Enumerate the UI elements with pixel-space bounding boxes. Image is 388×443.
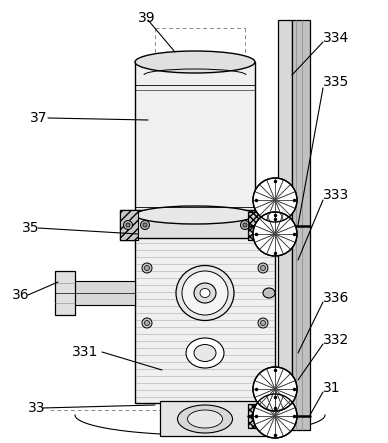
- Text: 37: 37: [30, 111, 47, 125]
- Bar: [135, 62, 255, 215]
- Ellipse shape: [144, 320, 149, 326]
- Ellipse shape: [144, 265, 149, 271]
- Circle shape: [253, 178, 297, 222]
- Circle shape: [253, 394, 297, 438]
- Text: 31: 31: [323, 381, 341, 395]
- Bar: [68, 281, 135, 305]
- Ellipse shape: [258, 318, 268, 328]
- Ellipse shape: [259, 411, 271, 423]
- Bar: [252, 210, 270, 240]
- Text: 336: 336: [323, 291, 349, 305]
- Bar: [248, 212, 278, 240]
- Bar: [120, 210, 138, 240]
- Ellipse shape: [135, 51, 255, 73]
- Bar: [135, 238, 275, 403]
- Bar: [255, 406, 277, 428]
- Text: 36: 36: [12, 288, 29, 302]
- Ellipse shape: [176, 265, 234, 320]
- Circle shape: [253, 367, 297, 411]
- Ellipse shape: [241, 221, 249, 229]
- Ellipse shape: [194, 345, 216, 361]
- Text: 333: 333: [323, 188, 349, 202]
- Ellipse shape: [123, 221, 132, 229]
- Ellipse shape: [186, 338, 224, 368]
- Ellipse shape: [182, 271, 228, 315]
- Ellipse shape: [143, 223, 147, 227]
- Circle shape: [253, 212, 297, 256]
- Bar: [248, 404, 278, 428]
- Text: 334: 334: [323, 31, 349, 45]
- Ellipse shape: [258, 221, 267, 229]
- Bar: [248, 404, 278, 428]
- Bar: [55, 271, 75, 315]
- Bar: [278, 20, 292, 430]
- Text: 335: 335: [323, 75, 349, 89]
- Ellipse shape: [187, 410, 222, 428]
- Ellipse shape: [263, 288, 275, 298]
- Ellipse shape: [142, 263, 152, 273]
- Ellipse shape: [260, 320, 265, 326]
- Text: 39: 39: [138, 11, 156, 25]
- Text: 331: 331: [72, 345, 99, 359]
- Ellipse shape: [200, 288, 210, 298]
- Ellipse shape: [258, 263, 268, 273]
- Ellipse shape: [243, 223, 247, 227]
- Text: 35: 35: [22, 221, 40, 235]
- Bar: [292, 20, 310, 430]
- Ellipse shape: [126, 223, 130, 227]
- Ellipse shape: [177, 405, 232, 433]
- Text: 332: 332: [323, 333, 349, 347]
- Ellipse shape: [260, 265, 265, 271]
- Bar: [248, 212, 278, 240]
- Ellipse shape: [194, 283, 216, 303]
- Ellipse shape: [260, 223, 264, 227]
- Bar: [120, 210, 270, 240]
- Ellipse shape: [135, 206, 255, 224]
- Text: 33: 33: [28, 401, 45, 415]
- Bar: [160, 401, 270, 436]
- Ellipse shape: [142, 318, 152, 328]
- Ellipse shape: [140, 221, 149, 229]
